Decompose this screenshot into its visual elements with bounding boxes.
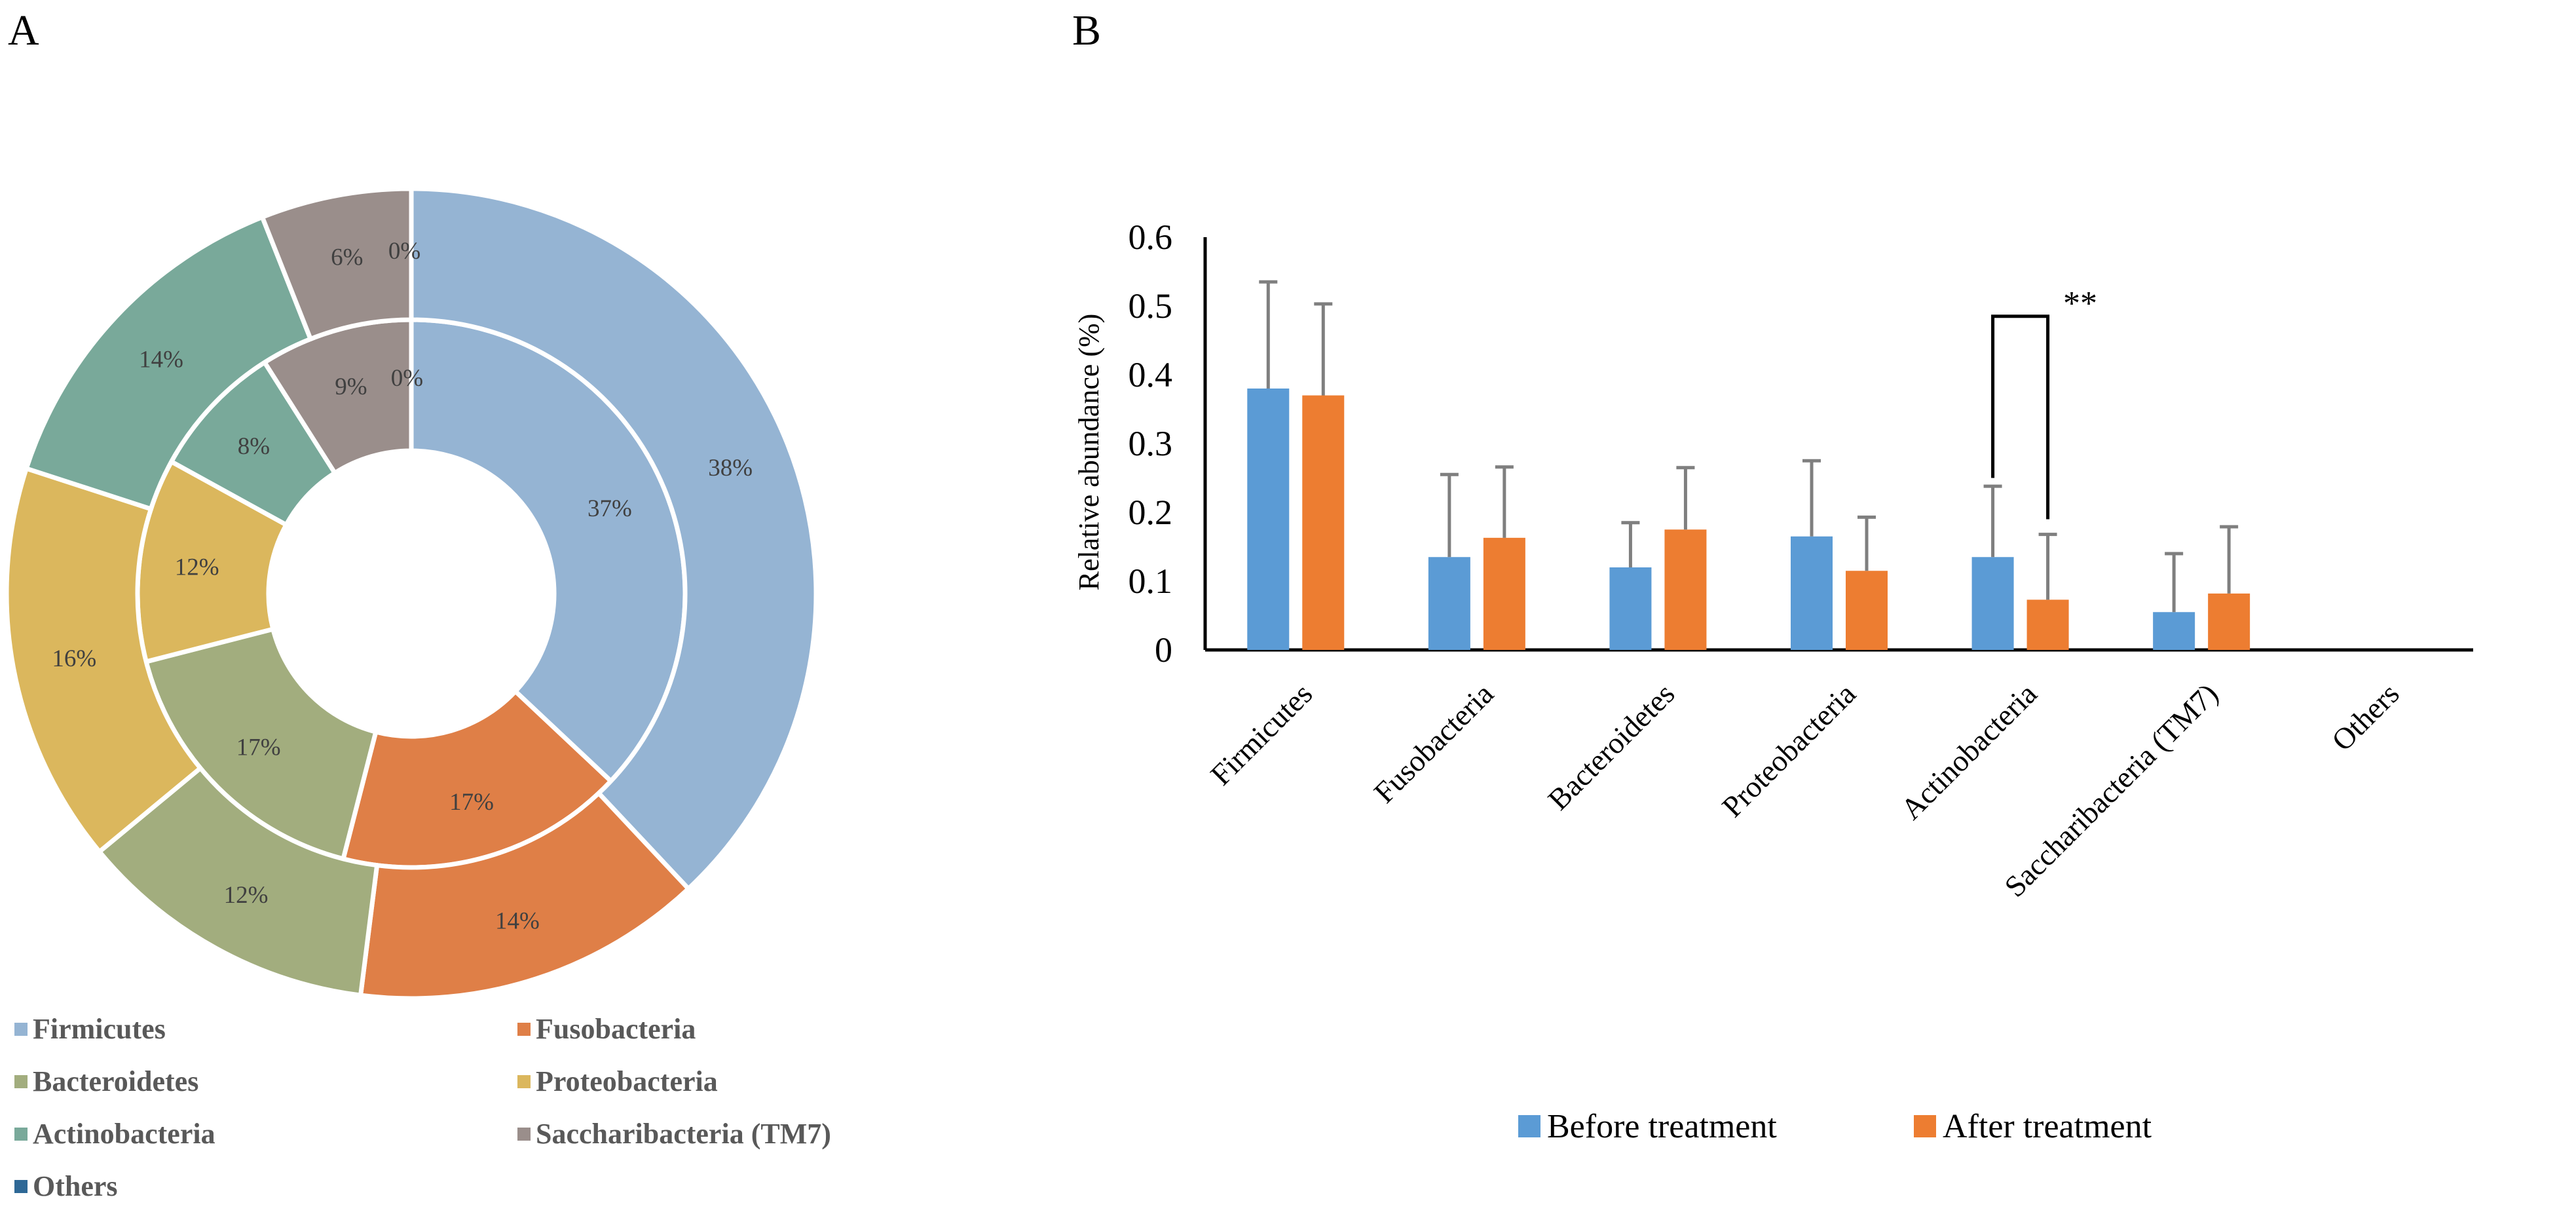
outer-ring-label-fusobacteria: 14% (495, 907, 540, 934)
bar-after-treatment-fusobacteria (1483, 537, 1525, 650)
legend-label-bacteroidetes: Bacteroidetes (33, 1065, 198, 1097)
donut-chart: 37% 17% 17% 12% 8% 9% 0% 38% 14% 12% 16% 14% 6% 0% (4, 186, 819, 1001)
bar-after-treatment-bacteroidetes (1664, 529, 1707, 650)
bar-chart: Relative abundance (%) ** 0 0.1 0.2 0.3 0.4 0… (1073, 218, 2473, 903)
legend-label-firmicutes: Firmicutes (33, 1013, 166, 1045)
y-tick-label-5: 0.5 (1129, 286, 1173, 326)
panel-a-label: A (8, 7, 39, 54)
bar-legend: Before treatment After treatment (1518, 1108, 2152, 1145)
bar-after-treatment-actinobacteria (2026, 599, 2069, 650)
legend-label-before-treatment: Before treatment (1547, 1108, 1777, 1145)
outer-ring-slice-firmicutes (409, 186, 819, 892)
outer-ring-slice-actinobacteria (23, 214, 314, 512)
panel-b-label: B (1072, 7, 1101, 54)
inner-ring-label-proteobacteria: 12% (175, 554, 219, 581)
legend-swatch-after-treatment (1914, 1115, 1936, 1137)
legend-label-others: Others (33, 1170, 118, 1202)
legend-swatch-bacteroidetes (14, 1075, 28, 1088)
outer-ring-slice-saccharibacteria-tm7 (259, 186, 414, 342)
inner-ring-label-fusobacteria: 17% (449, 789, 494, 816)
y-tick-label-4: 0.4 (1129, 355, 1173, 394)
inner-ring-label-others: 0% (391, 365, 423, 392)
inner-ring-label-firmicutes: 37% (588, 495, 632, 522)
y-tick-label-2: 0.2 (1129, 493, 1173, 532)
outer-ring-label-others: 0% (388, 238, 420, 265)
outer-ring-label-actinobacteria: 14% (139, 346, 183, 373)
legend-label-proteobacteria: Proteobacteria (536, 1065, 718, 1097)
bar-before-treatment-actinobacteria (1971, 557, 2014, 650)
x-tick-label-bacteroidetes: Bacteroidetes (1541, 677, 1681, 816)
significance-bracket (1991, 314, 2050, 520)
bar-after-treatment-firmicutes (1302, 395, 1345, 650)
significance-marker: ** (2063, 285, 2097, 322)
bar-before-treatment-saccharibacteria-tm7 (2153, 612, 2195, 650)
y-axis-label: Relative abundance (%) (1073, 314, 1105, 591)
legend-swatch-proteobacteria (517, 1075, 531, 1088)
legend-swatch-firmicutes (14, 1023, 28, 1036)
bar-before-treatment-proteobacteria (1791, 536, 1833, 650)
legend-swatch-others (14, 1180, 28, 1193)
bar-before-treatment-bacteroidetes (1609, 567, 1652, 650)
y-tick-label-0: 0 (1155, 630, 1172, 670)
x-tick-label-actinobacteria: Actinobacteria (1894, 677, 2044, 826)
outer-ring-label-bacteroidetes: 12% (224, 882, 269, 909)
x-tick-label-proteobacteria: Proteobacteria (1715, 677, 1862, 824)
y-tick-label-3: 0.3 (1129, 424, 1173, 463)
outer-ring-label-firmicutes: 38% (708, 455, 753, 482)
outer-ring-slice-proteobacteria (4, 465, 204, 855)
legend-label-after-treatment: After treatment (1943, 1108, 2152, 1145)
bar-before-treatment-firmicutes (1247, 389, 1290, 650)
outer-ring-slice-fusobacteria (358, 789, 692, 1001)
legend-label-saccharibacteria-tm7: Saccharibacteria (TM7) (536, 1118, 831, 1150)
inner-ring-label-bacteroidetes: 17% (236, 734, 281, 761)
y-tick-label-6: 0.6 (1129, 218, 1173, 257)
donut-legend: Firmicutes Fusobacteria Bacteroidetes Prote… (14, 1013, 831, 1202)
x-tick-label-others: Others (2325, 677, 2406, 757)
legend-swatch-actinobacteria (14, 1128, 28, 1141)
legend-label-fusobacteria: Fusobacteria (536, 1013, 696, 1045)
x-tick-label-fusobacteria: Fusobacteria (1368, 677, 1500, 809)
x-tick-label-firmicutes: Firmicutes (1204, 677, 1318, 791)
inner-ring-label-actinobacteria: 8% (238, 433, 270, 460)
legend-label-actinobacteria: Actinobacteria (33, 1118, 215, 1150)
y-tick-label-1: 0.1 (1129, 561, 1173, 601)
legend-swatch-before-treatment (1518, 1115, 1540, 1137)
bar-before-treatment-fusobacteria (1428, 557, 1470, 650)
inner-ring-label-saccharibacteria-tm7: 9% (335, 373, 367, 400)
bar-after-treatment-proteobacteria (1846, 571, 1888, 650)
legend-swatch-fusobacteria (517, 1023, 531, 1036)
legend-swatch-saccharibacteria-tm7 (517, 1128, 531, 1141)
outer-ring-label-proteobacteria: 16% (52, 645, 96, 672)
outer-ring-label-saccharibacteria-tm7: 6% (331, 244, 363, 271)
bar-after-treatment-saccharibacteria-tm7 (2208, 593, 2250, 650)
